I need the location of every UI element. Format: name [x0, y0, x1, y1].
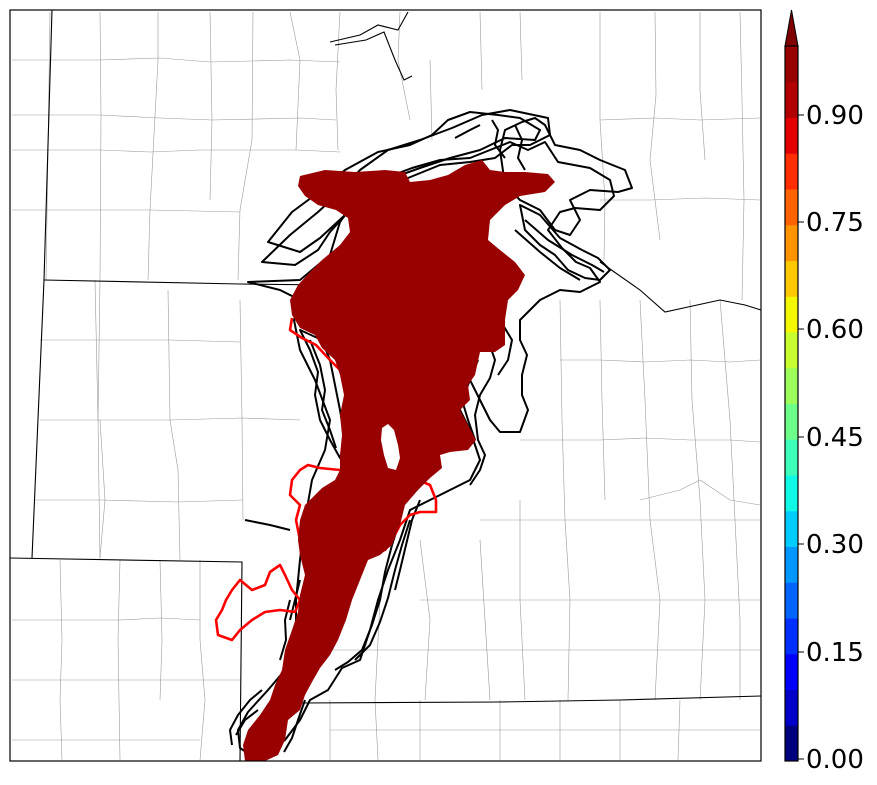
colorbar-band [785, 618, 798, 655]
colorbar-band [785, 403, 798, 440]
colorbar: 0.90 0.75 0.60 0.45 0.30 0.15 0.00 [784, 9, 864, 775]
colorbar-band [785, 332, 798, 369]
map-frame [9, 9, 762, 762]
map-panel [9, 9, 762, 762]
colorbar-tick-labels: 0.90 0.75 0.60 0.45 0.30 0.15 0.00 [806, 101, 864, 775]
colorbar-band [785, 689, 798, 726]
colorbar-band [785, 46, 798, 83]
colorbar-band [785, 582, 798, 619]
colorbar-tick-label: 0.30 [806, 530, 864, 560]
colorbar-band [785, 725, 798, 762]
colorbar-tick-label: 0.90 [806, 101, 864, 131]
colorbar-band [785, 224, 798, 261]
colorbar-tick-label: 0.45 [806, 423, 864, 453]
colorbar-extend-arrow [784, 9, 799, 47]
colorbar-band [785, 81, 798, 118]
colorbar-band [785, 153, 798, 190]
colorbar-band [785, 189, 798, 226]
colorbar-band [785, 653, 798, 690]
colorbar-band [785, 439, 798, 476]
colorbar-tick-label: 0.00 [806, 745, 864, 775]
colorbar-band [785, 296, 798, 333]
colorbar-band [785, 117, 798, 154]
county-lines [12, 11, 761, 761]
colorbar-band [785, 475, 798, 512]
colorbar-tick-label: 0.60 [806, 315, 864, 345]
colorbar-band [785, 546, 798, 583]
colorbar-band [785, 260, 798, 297]
probability-region-hole [381, 424, 400, 470]
colorbar-tick-label: 0.15 [806, 638, 864, 668]
state-borders [9, 9, 762, 762]
colorbar-tick-label: 0.75 [806, 208, 864, 238]
colorbar-frame [784, 45, 799, 762]
colorbar-band [785, 510, 798, 547]
colorbar-band [785, 367, 798, 404]
colorbar-bands [785, 46, 798, 762]
colorbar-ticks [798, 114, 804, 760]
